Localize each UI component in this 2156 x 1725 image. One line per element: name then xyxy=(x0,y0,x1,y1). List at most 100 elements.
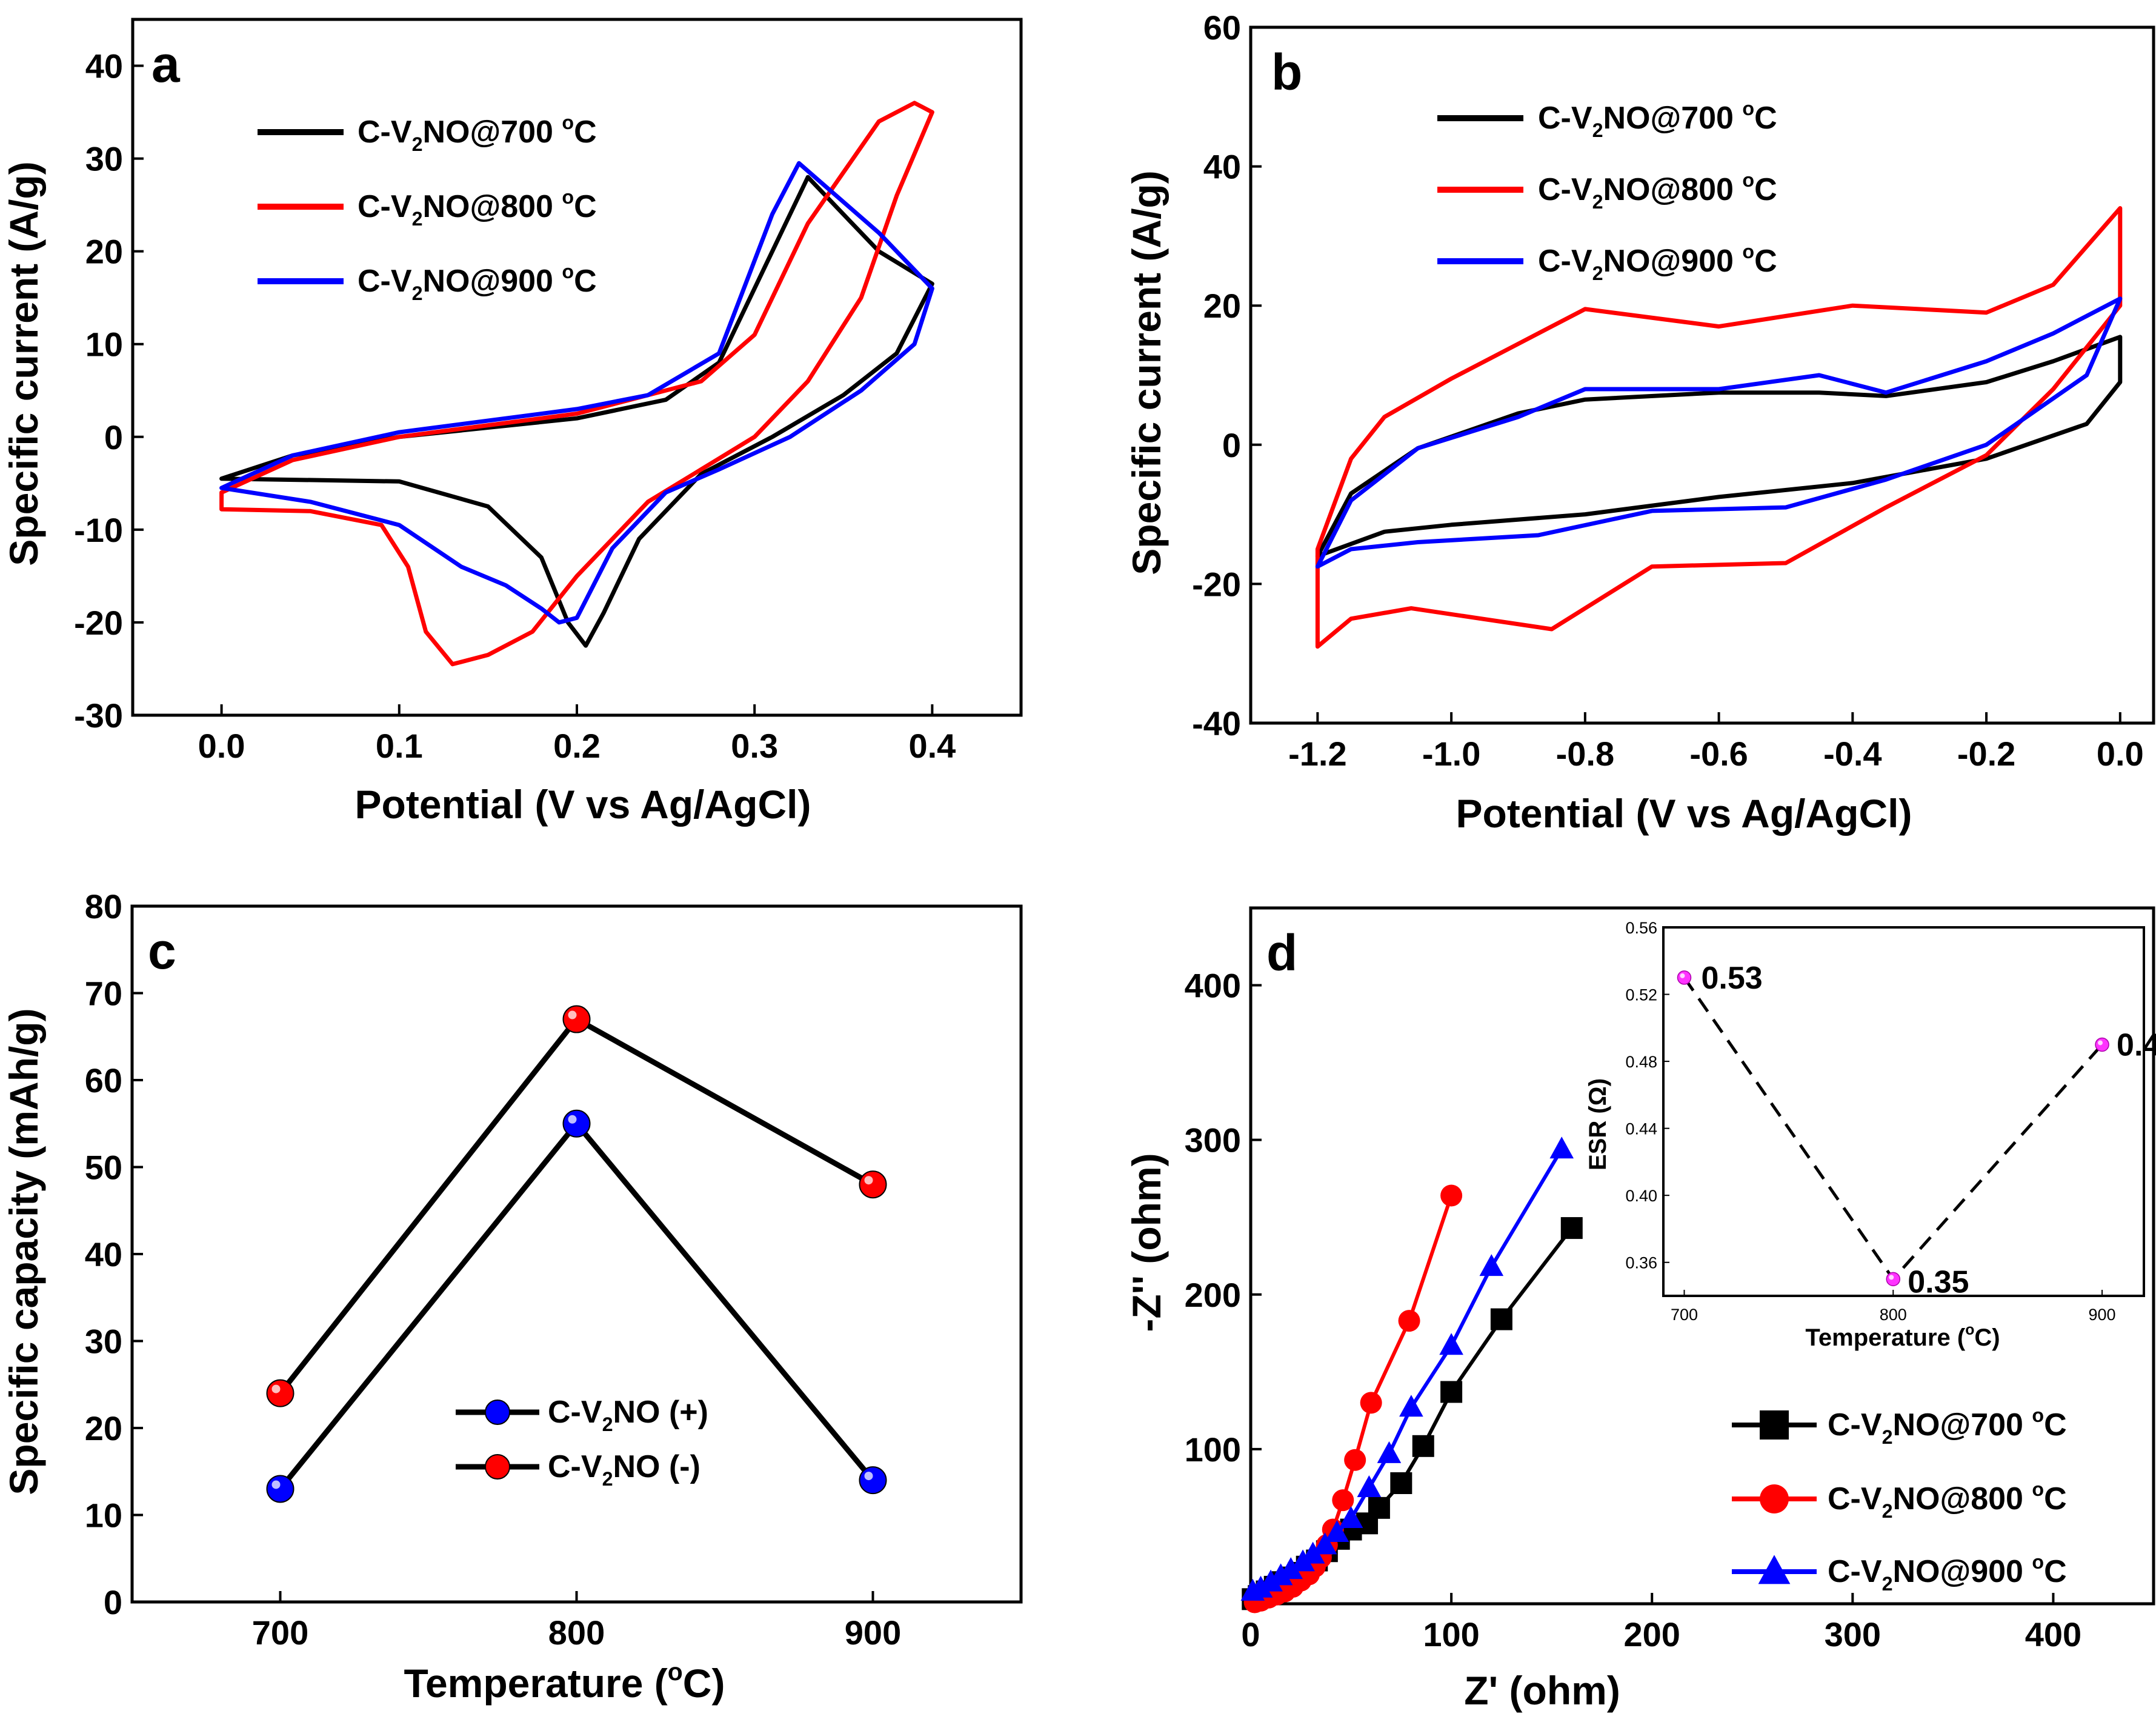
capacity-point xyxy=(266,1475,294,1503)
x-tick-label: 800 xyxy=(548,1613,605,1652)
point-highlight xyxy=(568,1010,577,1019)
cv-curve-2 xyxy=(219,101,934,667)
legend-label: C-V2NO@800 oC xyxy=(358,186,597,230)
legend-label: C-V2NO@900 oC xyxy=(1538,241,1777,284)
nyquist-point xyxy=(1549,1136,1574,1159)
nyquist-point xyxy=(1390,1472,1412,1495)
panel-a-letter: a xyxy=(151,36,181,93)
nyquist-point xyxy=(1279,1557,1303,1580)
nyquist-point xyxy=(1758,1555,1791,1584)
panel-c: c 700 800 900 0 10 20 30 40 50 60 70 80 Temperature … xyxy=(1,887,1023,1706)
x-tick-label: 0.2 xyxy=(553,727,601,765)
nyquist-point xyxy=(1313,1532,1337,1555)
legend-item: C-V2NO@900 oC xyxy=(258,261,597,304)
y-tick-label: 300 xyxy=(1185,1121,1241,1159)
capacity-point xyxy=(562,1005,591,1033)
legend-item: C-V2NO@800 oC xyxy=(1437,169,1777,213)
nyquist-point xyxy=(1268,1563,1293,1586)
legend-marker xyxy=(485,1400,510,1425)
esr-point-highlight xyxy=(1889,1275,1894,1280)
nyquist-point xyxy=(1440,1381,1463,1403)
point-highlight xyxy=(271,1480,281,1489)
legend-label: C-V2NO@800 oC xyxy=(1828,1478,2067,1522)
panel-d-frame xyxy=(1249,906,2155,1606)
nyquist-line-3 xyxy=(1252,1148,1563,1593)
capacity-point xyxy=(266,1379,294,1407)
y-tick-label: 20 xyxy=(85,233,123,271)
y-tick-label: -40 xyxy=(1192,704,1241,742)
y-tick-label: 0.44 xyxy=(1625,1120,1657,1138)
nyquist-point xyxy=(1760,1410,1789,1440)
nyquist-point xyxy=(1412,1435,1434,1457)
x-tick-label: -0.2 xyxy=(1957,735,2016,773)
y-tick-label: 0.52 xyxy=(1625,986,1657,1004)
cv-curve-1 xyxy=(1315,335,2123,558)
legend-label: C-V2NO@900 oC xyxy=(1828,1551,2067,1595)
y-tick-label: 0.56 xyxy=(1625,919,1657,937)
x-tick-label: -1.2 xyxy=(1288,735,1347,773)
y-axis-label: Specific capacity (mAh/g) xyxy=(1,1008,46,1495)
cv-curve-3 xyxy=(219,161,934,625)
x-tick-label: 100 xyxy=(1423,1615,1479,1653)
capacity-line-1 xyxy=(278,1121,875,1491)
y-tick-label: 40 xyxy=(1203,148,1241,186)
x-tick-label: 700 xyxy=(1671,1306,1698,1324)
x-tick-label: 900 xyxy=(2089,1306,2116,1324)
x-tick-label: 0.4 xyxy=(908,727,956,765)
point-highlight xyxy=(864,1472,873,1481)
y-tick-label: 10 xyxy=(85,1496,122,1535)
legend-item: C-V2NO (-) xyxy=(456,1449,700,1490)
capacity-point xyxy=(562,1109,591,1138)
nyquist-point xyxy=(1760,1484,1789,1513)
esr-point xyxy=(1677,970,1692,985)
y-tick-label: 200 xyxy=(1185,1276,1241,1314)
esr-value-label: 0.35 xyxy=(1908,1264,1969,1300)
esr-value-label: 0.53 xyxy=(1701,961,1762,996)
y-tick-label: 60 xyxy=(85,1061,122,1099)
panel-d-letter: d xyxy=(1266,924,1297,981)
x-tick-label: 0.0 xyxy=(198,727,245,765)
y-tick-label: 20 xyxy=(85,1409,122,1447)
nyquist-point xyxy=(1248,1575,1273,1598)
x-tick-label: 0.3 xyxy=(731,727,778,765)
legend-item: C-V2NO@700 oC xyxy=(1437,98,1777,141)
y-tick-label: 0 xyxy=(104,1583,122,1621)
capacity-point xyxy=(859,1170,887,1199)
nyquist-point xyxy=(1259,1569,1283,1592)
legend-marker xyxy=(485,1454,510,1480)
esr-point-highlight xyxy=(1680,973,1685,978)
legend-item: C-V2NO@800 oC xyxy=(1732,1478,2067,1522)
y-tick-label: 50 xyxy=(85,1149,122,1187)
nyquist-point xyxy=(1339,1506,1363,1528)
x-axis-label: Potential (V vs Ag/AgCl) xyxy=(1456,791,1912,836)
x-tick-label: -0.4 xyxy=(1823,735,1882,773)
nyquist-point xyxy=(1325,1520,1349,1542)
panel-a: a 0.0 0.1 0.2 0.3 0.4 -30 -20 -10 0 10 20 30 40 Poten… xyxy=(1,18,1023,827)
nyquist-point xyxy=(1399,1395,1423,1417)
cv-curve-1 xyxy=(219,175,934,648)
nyquist-line-2 xyxy=(1254,1195,1453,1604)
x-axis-label: Z' (ohm) xyxy=(1464,1668,1620,1713)
legend-item: C-V2NO@900 oC xyxy=(1732,1551,2067,1595)
panel-b-letter: b xyxy=(1271,44,1302,101)
y-tick-label: -20 xyxy=(74,604,123,642)
legend-label: C-V2NO (-) xyxy=(548,1449,700,1490)
nyquist-point xyxy=(1377,1441,1402,1463)
x-tick-label: 0 xyxy=(1241,1615,1260,1653)
x-axis-label: Potential (V vs Ag/AgCl) xyxy=(355,782,811,827)
y-tick-label: -20 xyxy=(1192,565,1241,603)
inset-frame xyxy=(1662,926,2145,1297)
y-tick-label: 100 xyxy=(1185,1430,1241,1469)
y-tick-label: 0.40 xyxy=(1625,1187,1657,1205)
legend-label: C-V2NO@700 oC xyxy=(1538,98,1777,141)
point-highlight xyxy=(864,1176,873,1185)
legend-item: C-V2NO@800 oC xyxy=(258,186,597,230)
point-highlight xyxy=(568,1115,577,1124)
y-tick-label: 40 xyxy=(85,1235,122,1273)
y-tick-label: 0 xyxy=(1222,426,1241,464)
nyquist-point xyxy=(1398,1310,1420,1332)
capacity-line-2 xyxy=(278,1016,874,1395)
nyquist-point xyxy=(1344,1449,1366,1471)
y-tick-label: 30 xyxy=(85,140,123,178)
